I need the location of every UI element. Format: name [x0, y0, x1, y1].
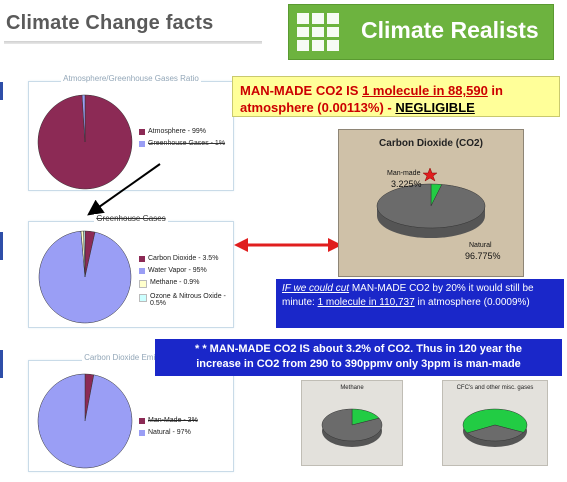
edge-accent — [0, 82, 3, 100]
callout-text: atmosphere (0.00113%) - — [240, 100, 396, 115]
chart-panel-co2-emissions: Carbon Dioxide Emissions Man-Made - 3% N… — [28, 353, 234, 472]
star-icon — [422, 167, 438, 182]
brand-name: Climate Realists — [361, 17, 539, 43]
legend-swatch — [139, 256, 145, 262]
pie-chart-methane — [321, 408, 383, 447]
pie-slice — [466, 424, 524, 442]
legend-label: Greenhouse Gases - 1% — [148, 140, 226, 147]
slice-label: Natural — [469, 242, 492, 249]
callout-highlight: IF we could cut — [282, 283, 350, 294]
callout-man-made-share: * * MAN-MADE CO2 IS about 3.2% of CO2. T… — [155, 339, 562, 376]
slice-label: Man-made — [387, 170, 421, 177]
pie-slice — [38, 230, 132, 324]
chart-title: Carbon Dioxide Emissions — [82, 353, 180, 362]
legend-item: Natural - 97% — [139, 429, 231, 436]
slice-value: 3.225% — [391, 179, 422, 189]
legend-label: Atmosphere - 99% — [148, 128, 206, 135]
legend-item: Carbon Dioxide - 3.5% — [139, 255, 231, 262]
legend-swatch — [139, 430, 145, 436]
callout-text: in — [487, 83, 503, 98]
edge-accent — [0, 232, 3, 260]
callout-highlight: NEGLIGIBLE — [395, 100, 475, 115]
legend-swatch — [139, 141, 145, 147]
callout-text: increase in CO2 from 290 to 390ppmv only… — [196, 358, 521, 370]
chart-panel-cfcs: CFC's and other misc. gases — [442, 380, 548, 466]
title-underline — [4, 41, 262, 44]
legend-label: Natural - 97% — [148, 429, 191, 436]
callout-negligible: MAN-MADE CO2 IS 1 molecule in 88,590 in … — [232, 76, 560, 117]
page-title: Climate Change facts — [6, 12, 214, 34]
pie-slice — [83, 230, 86, 278]
edge-accent — [0, 350, 3, 378]
pie-slice — [81, 94, 86, 143]
pie-chart-greenhouse — [38, 230, 132, 324]
legend-item: Atmosphere - 99% — [139, 128, 231, 135]
legend-swatch — [139, 418, 145, 424]
chart-panel-atmosphere: Atmosphere/Greenhouse Gases Ratio Atmosp… — [28, 74, 234, 191]
chart-title: Atmosphere/Greenhouse Gases Ratio — [61, 74, 201, 83]
brand-logo-icon — [297, 13, 339, 51]
pie-slice — [321, 408, 383, 442]
legend-item: Man-Made - 3% — [139, 417, 231, 424]
legend-label: Methane - 0.9% — [150, 279, 200, 286]
chart-title: Carbon Dioxide (CO2) — [379, 138, 483, 149]
callout-20-percent-cut: IF we could cut MAN-MADE CO2 by 20% it w… — [276, 279, 564, 328]
brand-banner[interactable]: Climate Realists — [288, 4, 554, 60]
legend-swatch — [139, 294, 147, 302]
callout-highlight: 1 molecule in 88,590 — [362, 83, 488, 98]
callout-text: MAN-MADE CO2 IS — [240, 83, 363, 98]
legend-swatch — [139, 268, 145, 274]
pie-slice — [376, 183, 486, 229]
callout-text: in atmosphere (0.0009%) — [414, 297, 530, 308]
pie-slice — [37, 373, 133, 469]
chart-legend: Carbon Dioxide - 3.5% Water Vapor - 95% … — [139, 255, 231, 312]
pie-slice — [462, 408, 528, 434]
pie-chart-atmosphere — [37, 94, 133, 190]
chart-legend: Man-Made - 3% Natural - 97% — [139, 417, 231, 441]
double-arrow-icon — [234, 238, 342, 252]
chart-legend: Atmosphere - 99% Greenhouse Gases - 1% — [139, 128, 231, 152]
legend-label: Man-Made - 3% — [148, 417, 198, 424]
legend-item: Greenhouse Gases - 1% — [139, 140, 231, 147]
legend-item: Ozone & Nitrous Oxide - 0.5% — [139, 293, 231, 307]
chart-panel-greenhouse: Greenhouse Gases Carbon Dioxide - 3.5% W… — [28, 214, 234, 328]
pie-chart-cfcs — [462, 408, 528, 447]
callout-text: * * MAN-MADE CO2 IS about 3.2% of CO2. T… — [194, 343, 522, 355]
chart-title: CFC's and other misc. gases — [456, 385, 534, 391]
chart-panel-methane: Methane — [301, 380, 403, 466]
chart-title: Methane — [340, 385, 364, 391]
slice-value: 96.775% — [465, 251, 501, 261]
chart-panel-co2: Carbon Dioxide (CO2) Man-made 3.225% Nat… — [338, 129, 524, 277]
chart-title: Greenhouse Gases — [94, 214, 168, 223]
legend-item: Methane - 0.9% — [139, 279, 231, 288]
callout-highlight: 1 molecule in 110,737 — [317, 297, 415, 308]
down-arrow-icon — [87, 163, 161, 216]
pie-chart-co2-3d — [376, 167, 486, 238]
legend-item: Water Vapor - 95% — [139, 267, 231, 274]
legend-label: Water Vapor - 95% — [148, 267, 207, 274]
legend-label: Ozone & Nitrous Oxide - 0.5% — [150, 293, 226, 307]
legend-label: Carbon Dioxide - 3.5% — [148, 255, 219, 262]
legend-swatch — [139, 280, 147, 288]
callout-text: MAN-MADE CO2 by 20% it would still be mi… — [282, 283, 534, 308]
legend-swatch — [139, 129, 145, 135]
pie-chart-co2-emissions — [37, 373, 133, 469]
